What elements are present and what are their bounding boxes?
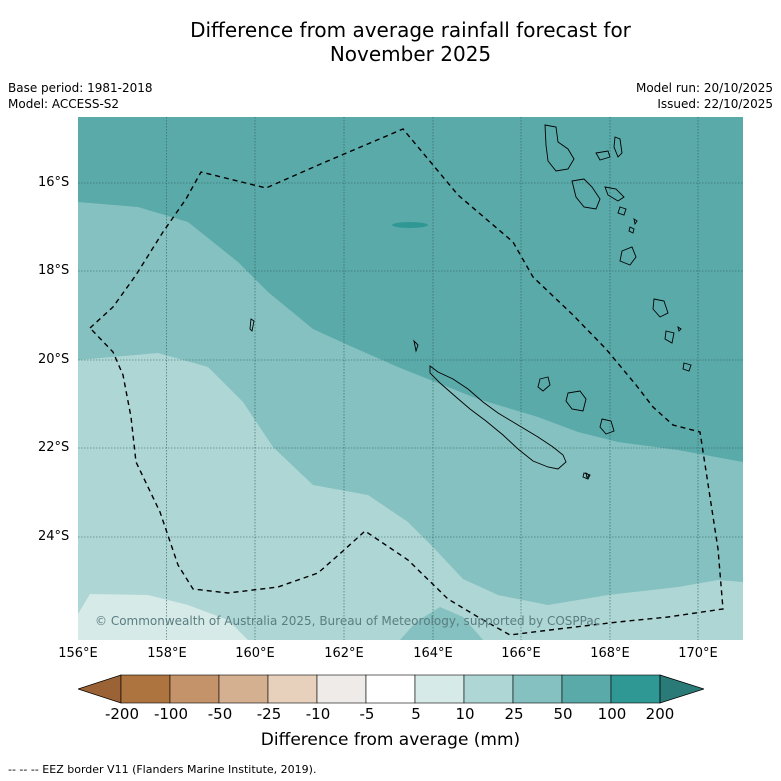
lat-label-24S: 24°S <box>38 529 70 544</box>
colorbar-under-arrow <box>78 674 122 704</box>
title-line-1: Difference from average rainfall forecas… <box>190 18 631 42</box>
lat-label-20S: 20°S <box>38 352 70 367</box>
new-caledonia <box>429 365 567 470</box>
vanuatu-small-1 <box>628 226 635 234</box>
vanuatu-malekula <box>571 178 601 210</box>
cb-label-9: 50 <box>553 705 573 723</box>
colorbar-over-arrow <box>659 674 704 704</box>
model-run: Model run: 20/10/2025 <box>635 81 773 95</box>
anomaly-band-25-50-patch <box>400 607 483 640</box>
cb-label-4: -10 <box>305 705 331 723</box>
lat-label-18S: 18°S <box>38 263 70 278</box>
colorbar-cell-4 <box>316 674 367 704</box>
anomaly-band-5-10 <box>78 594 248 640</box>
island-chesterfield-2 <box>249 318 255 332</box>
model-name: Model: ACCESS-S2 <box>8 97 120 111</box>
cb-label-10: 100 <box>597 705 627 723</box>
cb-label-5: -5 <box>359 705 375 723</box>
colorbar-cell-0 <box>120 674 171 704</box>
colorbar-cell-6 <box>414 674 465 704</box>
colorbar-cell-9 <box>561 674 612 704</box>
colorbar-cell-1 <box>169 674 220 704</box>
cb-label-3: -25 <box>256 705 282 723</box>
lon-label-164E: 164°E <box>413 646 453 661</box>
lon-label-170E: 170°E <box>678 646 718 661</box>
eez-border <box>88 128 724 636</box>
vanuatu-ambrym <box>604 186 625 202</box>
vanuatu-ambae <box>595 150 611 161</box>
colorbar-cell-10 <box>610 674 661 704</box>
cb-label-7: 10 <box>455 705 475 723</box>
colorbar <box>78 674 704 704</box>
colorbar-cell-5 <box>365 674 416 704</box>
map-svg <box>78 117 743 640</box>
title-line-2: November 2025 <box>329 42 492 66</box>
cb-label-0: -200 <box>104 705 140 723</box>
lon-label-168E: 168°E <box>590 646 630 661</box>
colorbar-cells <box>120 674 661 704</box>
vanuatu-epi <box>617 206 627 216</box>
coastlines <box>249 124 692 480</box>
cb-label-11: 200 <box>645 705 675 723</box>
loyalty-island-3 <box>599 418 615 435</box>
loyalty-island-1 <box>537 376 551 392</box>
gridlines <box>78 117 743 640</box>
colorbar-cell-2 <box>218 674 269 704</box>
anomaly-blob-high <box>392 222 428 228</box>
meta-left: Base period: 1981-2018 Model: ACCESS-S2 <box>8 80 153 112</box>
lon-label-162E: 162°E <box>324 646 364 661</box>
map-panel <box>78 117 743 640</box>
island-matthew <box>585 472 590 480</box>
island-171 <box>677 325 682 332</box>
lon-label-156E: 156°E <box>58 646 98 661</box>
chart-title: Difference from average rainfall forecas… <box>0 18 781 66</box>
island-chesterfield <box>413 339 419 353</box>
colorbar-cell-3 <box>267 674 318 704</box>
cb-label-1: -100 <box>153 705 189 723</box>
vanuatu-efate <box>619 246 637 266</box>
lat-label-16S: 16°S <box>38 175 70 190</box>
cb-label-2: -50 <box>207 705 233 723</box>
vanuatu-small-2 <box>633 218 638 226</box>
colorbar-cell-7 <box>463 674 514 704</box>
colorbar-title: Difference from average (mm) <box>260 730 521 750</box>
base-period: Base period: 1981-2018 <box>8 81 153 95</box>
vanuatu-tanna <box>664 330 675 344</box>
loyalty-island-2 <box>565 390 587 412</box>
issued-date: Issued: 22/10/2025 <box>657 97 773 111</box>
anomaly-band-10-25 <box>78 353 743 640</box>
lat-label-22S: 22°S <box>38 440 70 455</box>
lon-label-158E: 158°E <box>147 646 187 661</box>
island-hunter <box>682 362 692 372</box>
vanuatu-erromango <box>652 298 669 318</box>
meta-right: Model run: 20/10/2025 Issued: 22/10/2025 <box>636 80 773 112</box>
vanuatu-pentecost <box>613 136 623 158</box>
copyright-notice: © Commonwealth of Australia 2025, Bureau… <box>95 614 601 628</box>
lon-label-166E: 166°E <box>501 646 541 661</box>
vanuatu-espiritu-santo <box>544 124 575 172</box>
colorbar-cell-8 <box>512 674 563 704</box>
lon-label-160E: 160°E <box>235 646 275 661</box>
cb-label-8: 25 <box>504 705 524 723</box>
eez-legend-note: -- -- -- EEZ border V11 (Flanders Marine… <box>8 763 317 776</box>
cb-label-6: 5 <box>411 705 421 723</box>
